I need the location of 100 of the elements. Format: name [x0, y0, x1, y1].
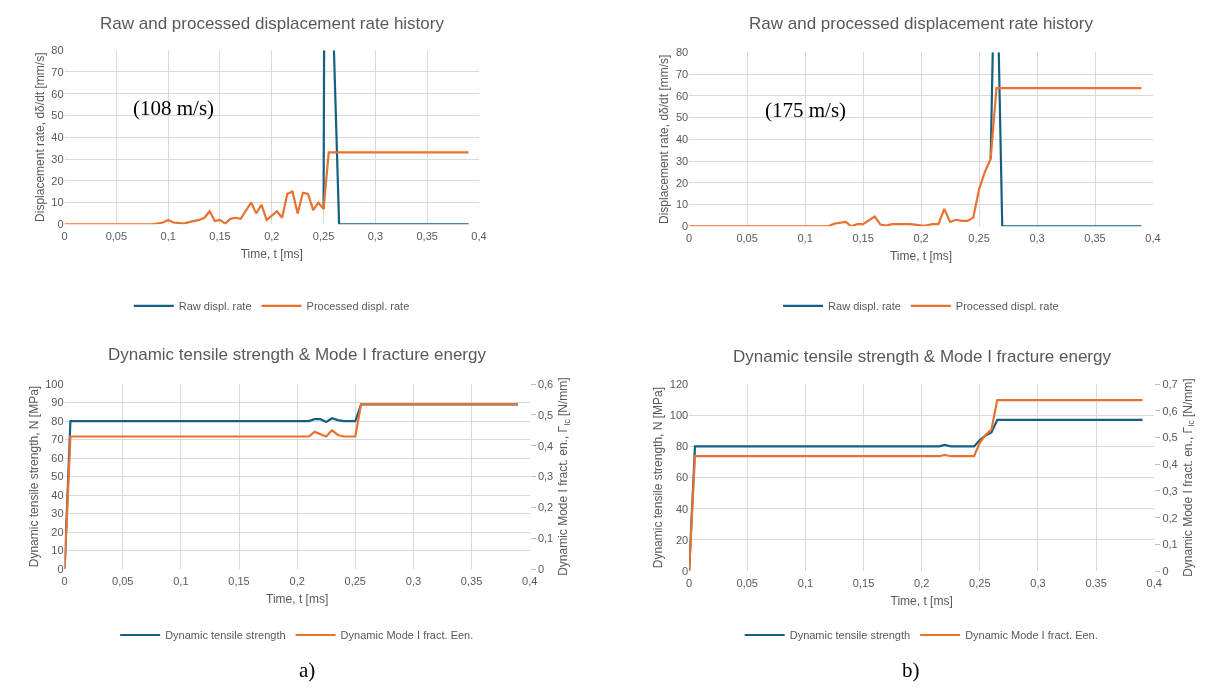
y2-tick-label: 0,1 [537, 532, 554, 545]
y-tick-label: 100 [45, 377, 64, 390]
y-tick-label: 120 [669, 377, 689, 390]
y2-tick-label: 0 [1162, 564, 1169, 577]
y-tick-label: 20 [675, 176, 689, 189]
x-tick-label: 0,2 [914, 577, 930, 590]
legend-label: Raw displ. rate [828, 300, 901, 313]
x-tick-label: 0,3 [1029, 232, 1045, 245]
x-axis-title: Time, t [ms] [890, 593, 953, 608]
x-tick-label: 0,4 [522, 575, 538, 588]
y-tick-label: 30 [51, 507, 64, 520]
x-tick-label: 0,3 [1030, 577, 1046, 590]
y-tick-label: 0 [57, 562, 64, 575]
y-tick-label: 50 [51, 109, 64, 122]
x-tick-label: 0,35 [1085, 577, 1107, 590]
x-tick-label: 0,25 [312, 230, 335, 243]
x-tick-label: 0,4 [1145, 232, 1161, 245]
y-tick-label: 90 [51, 396, 64, 409]
y2-tick-label: 0,3 [1162, 484, 1178, 497]
y-tick-label: 20 [51, 525, 64, 538]
annotation: (108 m/s) [133, 96, 215, 120]
x-axis-title: Time, t [ms] [266, 591, 329, 606]
y-tick-label: 60 [675, 471, 689, 484]
x-tick-label: 0,15 [852, 577, 875, 590]
x-tick-label: 0,4 [1146, 577, 1162, 590]
x-tick-label: 0,4 [471, 230, 487, 243]
x-tick-label: 0,05 [736, 232, 758, 245]
y2-tick-label: 0,3 [537, 470, 554, 483]
y-tick-label: 40 [675, 502, 689, 515]
y2-tick-label: 0,2 [1162, 511, 1178, 524]
y-tick-label: 80 [51, 414, 64, 427]
x-tick-label: 0,2 [289, 575, 305, 588]
y2-tick-label: 0,2 [537, 501, 554, 514]
x-tick-label: 0,05 [112, 575, 134, 588]
legend-label: Dynamic Mode I fract. Een. [965, 629, 1098, 642]
line-series [64, 403, 520, 570]
y-tick-label: 50 [51, 470, 64, 483]
chart-title: Dynamic tensile strength & Mode I fracture energy [108, 345, 487, 364]
x-tick-label: 0,05 [736, 577, 758, 590]
y-tick-label: 20 [675, 533, 689, 546]
y-tick-label: 60 [675, 89, 689, 102]
y-tick-label: 70 [51, 65, 64, 78]
y-axis-title: Displacement rate, dδ/dt [mm/s] [657, 54, 672, 224]
line-series [689, 87, 1143, 227]
y2-tick-label: 0,5 [537, 408, 554, 421]
x-tick-label: 0,05 [105, 230, 128, 243]
y-tick-label: 70 [675, 67, 689, 80]
y2-tick-label: 0 [537, 562, 545, 575]
y-tick-label: 0 [682, 564, 689, 577]
x-tick-label: 0,25 [968, 232, 990, 245]
chart-title: Dynamic tensile strength & Mode I fracture energy [733, 347, 1112, 366]
y-tick-label: 0 [57, 218, 64, 231]
y-axis-title: Dynamic tensile strength, N [MPa] [26, 385, 41, 568]
y-axis-title: Displacement rate, dδ/dt [mm/s] [32, 52, 47, 222]
y-tick-label: 80 [675, 46, 689, 59]
x-axis-title: Time, t [ms] [889, 249, 953, 264]
chart-title: Raw and processed displacement rate history [100, 14, 445, 33]
annotation: (175 m/s) [765, 98, 847, 122]
x-tick-label: 0,25 [969, 577, 991, 590]
x-tick-label: 0,1 [160, 230, 176, 243]
text: b) [902, 658, 920, 682]
y-tick-label: 10 [51, 544, 64, 557]
y-tick-label: 70 [51, 433, 64, 446]
text: a) [299, 658, 316, 682]
legend-label: Dynamic Mode I fract. Een. [340, 629, 474, 642]
x-tick-label: 0,1 [173, 575, 189, 588]
y-tick-label: 10 [51, 196, 64, 209]
x-tick-label: 0,3 [367, 230, 384, 243]
y2-tick-label: 0,4 [1162, 458, 1178, 471]
y2-tick-label: 0,4 [537, 439, 554, 452]
y-tick-label: 80 [51, 44, 64, 57]
y2-tick-label: 0,6 [537, 377, 554, 390]
legend-label: Dynamic tensile strength [165, 629, 286, 642]
y-tick-label: 40 [51, 488, 64, 501]
y-tick-label: 100 [669, 409, 689, 422]
y2-tick-label: 0,6 [1162, 404, 1178, 417]
x-tick-label: 0,25 [344, 575, 366, 588]
legend-label: Raw displ. rate [178, 300, 252, 313]
y-tick-label: 50 [675, 111, 689, 124]
x-tick-label: 0,15 [852, 232, 874, 245]
x-tick-label: 0,2 [913, 232, 929, 245]
y-tick-label: 10 [675, 198, 689, 211]
x-tick-label: 0,35 [1084, 232, 1106, 245]
x-tick-label: 0,1 [797, 577, 814, 590]
x-tick-label: 0,35 [416, 230, 438, 243]
y-tick-label: 40 [51, 131, 64, 144]
legend-label: Processed displ. rate [306, 300, 410, 313]
y-tick-label: 40 [675, 133, 689, 146]
y2-tick-label: 0,5 [1162, 431, 1178, 444]
x-tick-label: 0,3 [405, 575, 422, 588]
y-tick-label: 60 [51, 87, 64, 100]
x-axis-title: Time, t [ms] [240, 247, 303, 262]
x-tick-label: 0,2 [264, 230, 280, 243]
x-tick-label: 0,15 [228, 575, 250, 588]
y-tick-label: 80 [675, 440, 689, 453]
y-tick-label: 60 [51, 451, 64, 464]
y-tick-label: 0 [682, 220, 689, 233]
x-tick-label: 0,1 [797, 232, 813, 245]
chart-title: Raw and processed displacement rate history [749, 14, 1094, 33]
y-tick-label: 30 [675, 154, 689, 167]
